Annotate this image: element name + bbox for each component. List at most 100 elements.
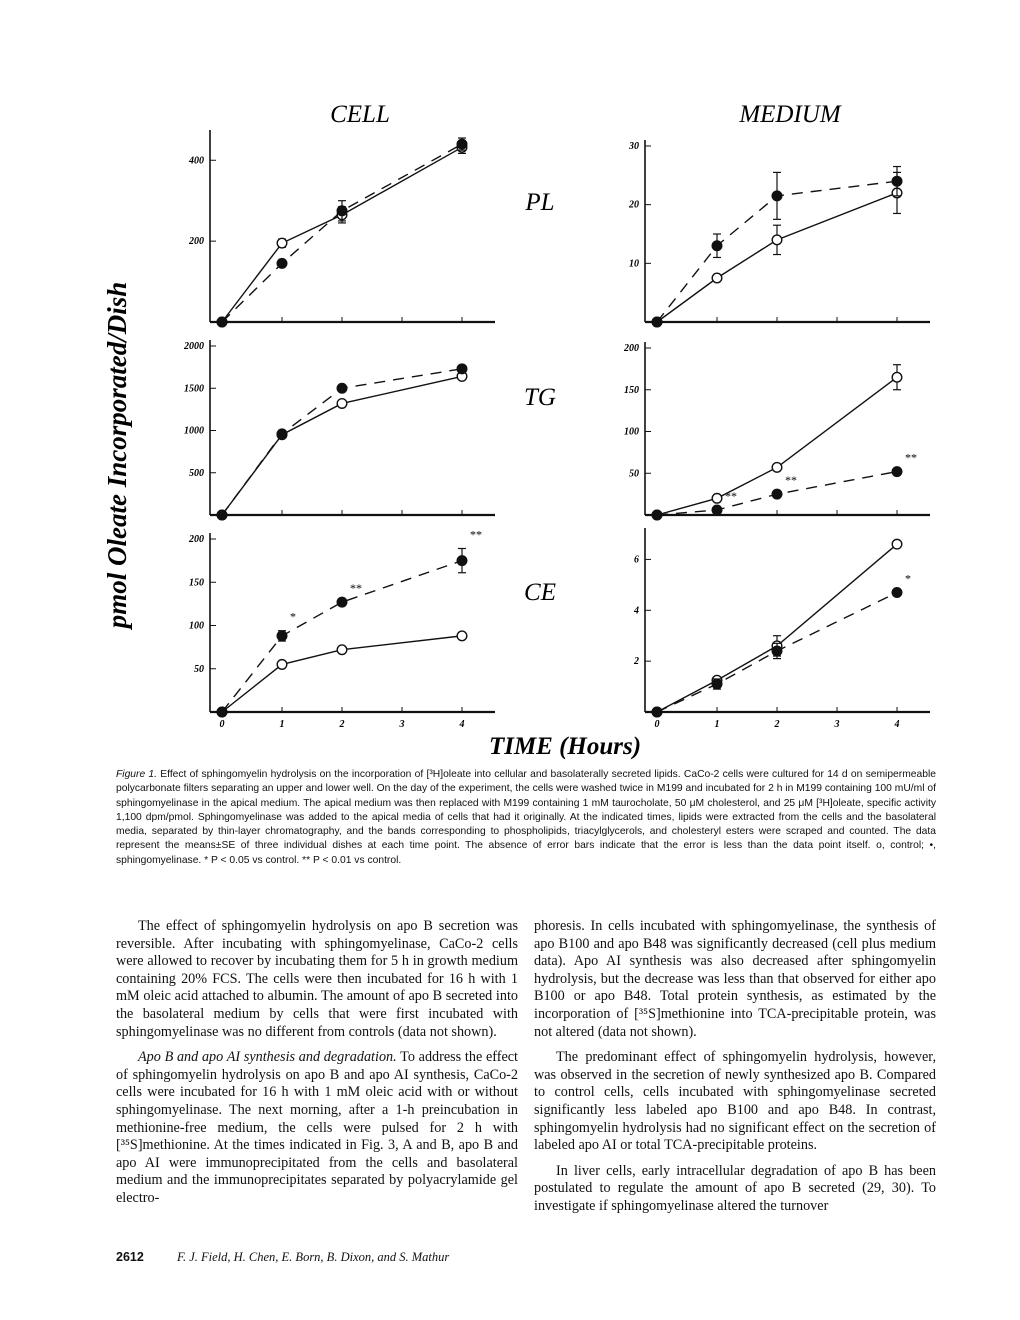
y-tick-label: 6 (634, 554, 639, 565)
y-tick-label: 4 (633, 605, 639, 616)
y-tick-label: 10 (629, 258, 639, 269)
x-tick-label: 4 (894, 719, 900, 730)
significance-marker: ** (785, 473, 797, 487)
y-tick-label: 200 (623, 343, 639, 354)
figure-1: CELL MEDIUM PL TG CE pmol Oleate Incorpo… (102, 101, 930, 760)
data-point-sphingomyelinase (216, 706, 228, 718)
data-point-sphingomyelinase (336, 382, 348, 394)
significance-marker: * (290, 610, 296, 624)
series-line-control (221, 375, 463, 516)
body-column-left: The effect of sphingomyelin hydrolysis o… (116, 918, 518, 1216)
panel-medium-PL: 10 20 30 (628, 140, 930, 328)
y-tick-label: 100 (189, 621, 204, 632)
data-point-control (771, 234, 783, 246)
data-point-control (711, 492, 723, 504)
data-point-sphingomyelinase (891, 466, 903, 478)
y-tick-label: 200 (188, 236, 204, 247)
data-point-sphingomyelinase (771, 645, 783, 657)
caption-text: Effect of sphingomyelin hydrolysis on th… (116, 769, 936, 866)
data-point-control (891, 371, 903, 383)
figure-caption: Figure 1. Effect of sphingomyelin hydrol… (116, 768, 936, 868)
paragraph-text: To address the effect of sphingomyelin h… (116, 1049, 518, 1206)
significance-marker: ** (725, 489, 737, 503)
series-line-sphingomyelinase (221, 368, 463, 516)
paragraph: In liver cells, early intracellular degr… (534, 1162, 936, 1214)
data-point-control (336, 644, 348, 656)
data-point-sphingomyelinase (456, 555, 468, 567)
series-line-sphingomyelinase (656, 591, 898, 713)
significance-marker: ** (350, 581, 362, 595)
y-tick-label: 100 (624, 427, 639, 438)
data-point-sphingomyelinase (276, 428, 288, 440)
data-point-control (711, 272, 723, 284)
x-tick-label: 0 (220, 719, 225, 730)
data-point-sphingomyelinase (711, 240, 723, 252)
paragraph: phoresis. In cells incubated with sphing… (534, 918, 936, 1040)
series-line-control (221, 146, 463, 323)
data-point-sphingomyelinase (711, 504, 723, 516)
page-number: 2612 (116, 1250, 144, 1264)
significance-marker: * (905, 571, 911, 585)
panel-cell-PL: 200 400 (188, 130, 495, 328)
data-point-sphingomyelinase (216, 509, 228, 521)
paragraph: The predominant effect of sphingomyelin … (534, 1049, 936, 1154)
data-point-sphingomyelinase (456, 363, 468, 375)
y-tick-label: 2 (633, 656, 639, 667)
y-tick-label: 2000 (183, 341, 204, 352)
data-point-sphingomyelinase (651, 509, 663, 521)
series-line-control (221, 635, 463, 713)
body-column-right: phoresis. In cells incubated with sphing… (534, 918, 936, 1224)
col-title-cell: CELL (330, 101, 390, 128)
y-tick-label: 30 (628, 141, 639, 152)
data-point-sphingomyelinase (711, 678, 723, 690)
data-point-control (456, 630, 468, 642)
data-point-control (276, 658, 288, 670)
data-point-control (336, 397, 348, 409)
data-point-sphingomyelinase (891, 586, 903, 598)
series-line-control (656, 376, 898, 516)
series-line-sphingomyelinase (221, 559, 463, 713)
panel-medium-CE: 2 4 6 0 1 2 3 4 * (633, 528, 930, 730)
footer-authors: F. J. Field, H. Chen, E. Born, B. Dixon,… (176, 1250, 450, 1264)
paragraph: Apo B and apo AI synthesis and degradati… (116, 1049, 518, 1207)
x-tick-label: 3 (834, 719, 840, 730)
y-tick-label: 200 (188, 534, 204, 545)
figure-label: Figure 1. (116, 769, 158, 780)
data-point-sphingomyelinase (651, 316, 663, 328)
data-point-sphingomyelinase (276, 257, 288, 269)
row-label-ce: CE (524, 579, 556, 606)
y-axis-label: pmol Oleate Incorporated/Dish (102, 282, 132, 631)
y-tick-label: 50 (194, 664, 204, 675)
y-tick-label: 20 (628, 200, 639, 211)
x-tick-label: 3 (399, 719, 405, 730)
series-line-sphingomyelinase (221, 143, 463, 323)
x-tick-label: 1 (715, 719, 720, 730)
data-point-sphingomyelinase (456, 138, 468, 150)
series-line-sphingomyelinase (656, 180, 898, 323)
data-point-control (771, 461, 783, 473)
col-title-medium: MEDIUM (738, 101, 842, 128)
y-tick-label: 400 (188, 155, 204, 166)
paragraph: The effect of sphingomyelin hydrolysis o… (116, 918, 518, 1040)
data-point-sphingomyelinase (216, 316, 228, 328)
data-point-sphingomyelinase (771, 190, 783, 202)
y-tick-label: 150 (624, 385, 639, 396)
data-point-sphingomyelinase (891, 175, 903, 187)
y-tick-label: 50 (629, 468, 639, 479)
significance-marker: ** (905, 451, 917, 465)
panel-medium-TG: 50 100 150 200 ** ** ** (623, 342, 930, 521)
x-tick-label: 2 (339, 719, 345, 730)
data-point-sphingomyelinase (276, 630, 288, 642)
y-tick-label: 1000 (184, 426, 204, 437)
row-label-tg: TG (524, 384, 556, 411)
data-point-control (276, 237, 288, 249)
data-point-sphingomyelinase (651, 706, 663, 718)
y-tick-label: 500 (189, 468, 204, 479)
x-tick-label: 4 (459, 719, 465, 730)
x-tick-label: 1 (280, 719, 285, 730)
data-point-sphingomyelinase (336, 205, 348, 217)
series-line-control (656, 543, 898, 713)
section-heading: Apo B and apo AI synthesis and degradati… (138, 1049, 397, 1066)
